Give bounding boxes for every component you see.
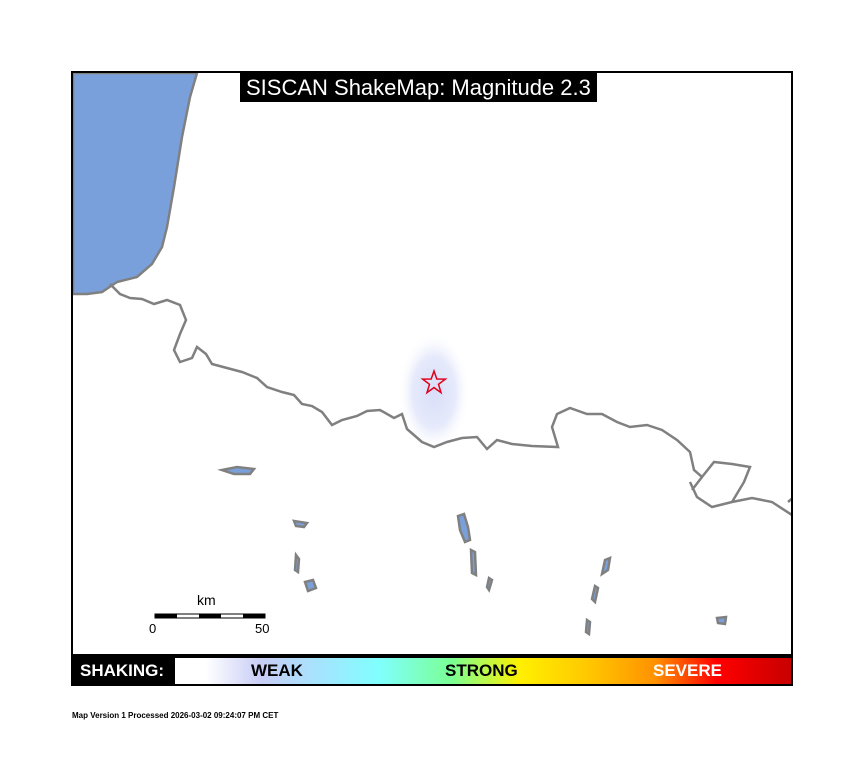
scale-bar bbox=[154, 613, 266, 619]
map-frame bbox=[71, 71, 793, 656]
scale-max-label: 50 bbox=[255, 621, 270, 636]
scale-unit: km bbox=[197, 592, 216, 608]
legend-label: SHAKING: bbox=[80, 661, 165, 680]
legend-strong: STRONG bbox=[445, 661, 518, 680]
sea bbox=[73, 73, 199, 296]
shaking-legend: SHAKING: WEAK STRONG SEVERE bbox=[71, 656, 793, 686]
legend-severe: SEVERE bbox=[653, 661, 722, 680]
lakes bbox=[217, 465, 728, 637]
map-title: SISCAN ShakeMap: Magnitude 2.3 bbox=[240, 73, 597, 102]
map-version-footer: Map Version 1 Processed 2026-03-02 09:24… bbox=[72, 711, 279, 720]
epicenter-star-icon bbox=[420, 368, 448, 395]
shaking-intensity-area bbox=[398, 332, 470, 452]
map-canvas bbox=[73, 73, 791, 637]
country-border bbox=[109, 283, 791, 516]
legend-color-scale: WEAK STRONG SEVERE bbox=[175, 658, 791, 684]
legend-weak: WEAK bbox=[251, 661, 303, 680]
scale-min-label: 0 bbox=[149, 621, 157, 636]
